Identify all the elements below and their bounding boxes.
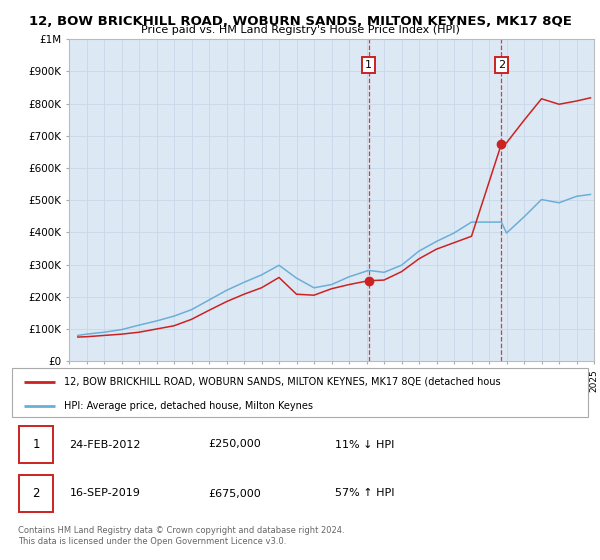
Text: £250,000: £250,000 (208, 440, 260, 450)
Text: £675,000: £675,000 (208, 488, 260, 498)
Text: 1: 1 (365, 60, 372, 70)
Text: 57% ↑ HPI: 57% ↑ HPI (335, 488, 394, 498)
Text: 2: 2 (32, 487, 40, 500)
Text: HPI: Average price, detached house, Milton Keynes: HPI: Average price, detached house, Milt… (64, 402, 313, 412)
FancyBboxPatch shape (19, 426, 53, 463)
FancyBboxPatch shape (19, 475, 53, 512)
Text: 24-FEB-2012: 24-FEB-2012 (70, 440, 141, 450)
Text: Contains HM Land Registry data © Crown copyright and database right 2024.: Contains HM Land Registry data © Crown c… (18, 526, 344, 535)
Text: 16-SEP-2019: 16-SEP-2019 (70, 488, 140, 498)
Text: 1: 1 (32, 438, 40, 451)
Text: 12, BOW BRICKHILL ROAD, WOBURN SANDS, MILTON KEYNES, MK17 8QE (detached hous: 12, BOW BRICKHILL ROAD, WOBURN SANDS, MI… (64, 377, 500, 387)
Text: Price paid vs. HM Land Registry's House Price Index (HPI): Price paid vs. HM Land Registry's House … (140, 25, 460, 35)
FancyBboxPatch shape (12, 368, 588, 417)
Text: 12, BOW BRICKHILL ROAD, WOBURN SANDS, MILTON KEYNES, MK17 8QE: 12, BOW BRICKHILL ROAD, WOBURN SANDS, MI… (29, 15, 571, 27)
Text: 11% ↓ HPI: 11% ↓ HPI (335, 440, 394, 450)
Text: 2: 2 (498, 60, 505, 70)
Text: This data is licensed under the Open Government Licence v3.0.: This data is licensed under the Open Gov… (18, 538, 286, 547)
